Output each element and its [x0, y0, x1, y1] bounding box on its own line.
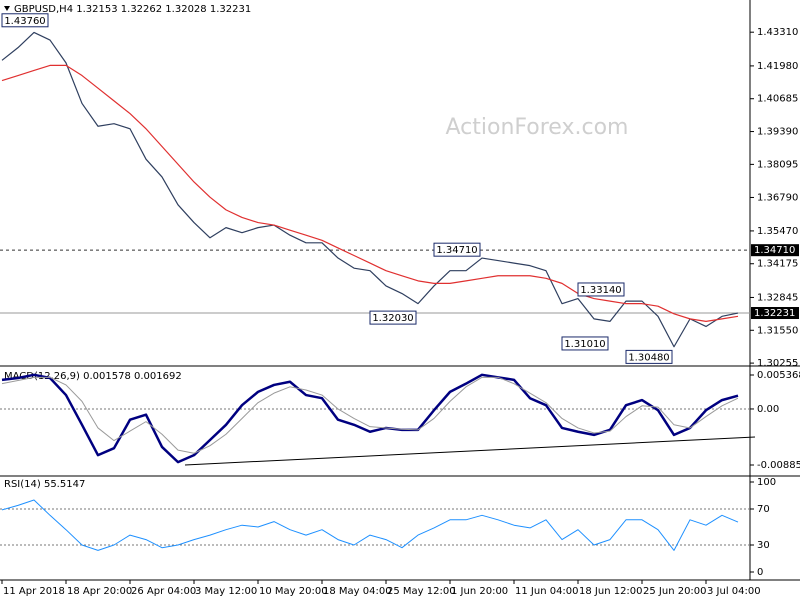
x-tick-label: 11 Jun 04:00 — [515, 586, 579, 597]
y-tick-label: 0.005368 — [757, 370, 800, 381]
y-tick-label: 1.31550 — [757, 325, 798, 336]
annotation-box — [433, 242, 481, 257]
y-tick-label: 1.40685 — [757, 94, 798, 105]
x-tick-label: 3 Jul 04:00 — [707, 586, 761, 597]
y-tick-label: 1.39390 — [757, 127, 798, 138]
menu-triangle — [4, 6, 10, 11]
watermark: ActionForex.com — [446, 115, 629, 140]
y-tick-label: 1.35470 — [757, 226, 798, 237]
y-tick-label: 70 — [757, 504, 770, 515]
y-tick-label: 1.36790 — [757, 192, 798, 203]
annotation-box — [561, 336, 609, 351]
series-line — [1, 31, 739, 348]
x-tick-label: 18 Apr 20:00 — [67, 586, 132, 597]
annotation-label: 1.33140 — [580, 285, 621, 296]
series-line — [1, 64, 739, 323]
y-tick-label: 1.38095 — [757, 159, 798, 170]
annotation-label: 1.43760 — [4, 16, 45, 27]
chart-title: GBPUSD,H4 1.32153 1.32262 1.32028 1.3223… — [14, 4, 251, 15]
x-tick-label: 11 Apr 2018 — [3, 586, 65, 597]
y-tick-label: 30 — [757, 540, 770, 551]
x-tick-label: 3 May 12:00 — [195, 586, 257, 597]
annotation-box — [369, 310, 417, 325]
annotation-label: 1.30480 — [628, 352, 669, 363]
rsi-title: RSI(14) 55.5147 — [4, 479, 85, 490]
annotation-box — [577, 282, 625, 297]
x-tick-label: 25 May 12:00 — [387, 586, 456, 597]
macd-title: MACD(12,26,9) 0.001578 0.001692 — [4, 371, 182, 382]
y-tick-label: 1.30255 — [757, 358, 798, 369]
x-tick-label: 18 May 04:00 — [323, 586, 392, 597]
annotation-label: 1.32030 — [372, 313, 413, 324]
annotation-label: 1.31010 — [564, 339, 605, 350]
series-line — [1, 376, 739, 454]
x-tick-label: 25 Jun 20:00 — [643, 586, 707, 597]
series-line — [1, 373, 739, 464]
y-tick-label: 1.32845 — [757, 292, 798, 303]
price-level-label: 1.34710 — [754, 245, 795, 256]
price-level-label: 1.32231 — [754, 308, 795, 319]
y-tick-label: 0.00 — [757, 404, 779, 415]
x-tick-label: 1 Jun 20:00 — [451, 586, 508, 597]
x-tick-label: 26 Apr 04:00 — [131, 586, 196, 597]
price-level-box — [751, 307, 799, 320]
annotation-box — [625, 349, 673, 364]
y-tick-label: 1.43310 — [757, 27, 798, 38]
series-line — [1, 499, 739, 551]
y-tick-label: 1.41980 — [757, 61, 798, 72]
y-tick-label: 1.34175 — [757, 259, 798, 270]
x-tick-label: 10 May 20:00 — [259, 586, 328, 597]
annotation-box — [1, 13, 49, 28]
trend-line — [184, 436, 756, 466]
price-level-box — [751, 244, 799, 257]
y-tick-label: 100 — [757, 477, 776, 488]
y-tick-label: -0.008855 — [757, 460, 800, 471]
y-tick-label: 0 — [757, 567, 763, 578]
annotation-label: 1.34710 — [436, 245, 477, 256]
x-tick-label: 18 Jun 12:00 — [579, 586, 643, 597]
